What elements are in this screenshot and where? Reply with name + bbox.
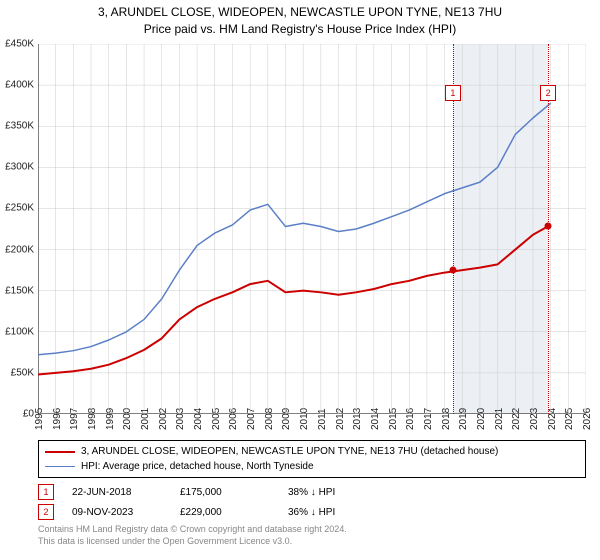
marker-row-1: 1 22-JUN-2018 £175,000 38% ↓ HPI	[38, 484, 586, 500]
ytick-label: £450K	[5, 39, 38, 50]
footer: Contains HM Land Registry data © Crown c…	[38, 524, 347, 547]
footer-line2: This data is licensed under the Open Gov…	[38, 536, 347, 548]
ytick-label: £150K	[5, 285, 38, 296]
title-line1: 3, ARUNDEL CLOSE, WIDEOPEN, NEWCASTLE UP…	[0, 4, 600, 21]
ytick-label: £50K	[11, 367, 38, 378]
marker-price: £229,000	[180, 507, 270, 518]
ytick-label: £200K	[5, 244, 38, 255]
series-hpi	[38, 103, 551, 355]
ytick-label: £250K	[5, 203, 38, 214]
chart-marker-badge: 2	[540, 85, 556, 101]
price-chart: £0£50K£100K£150K£200K£250K£300K£350K£400…	[38, 44, 586, 414]
sale-point-dot	[449, 267, 456, 274]
ytick-label: £400K	[5, 80, 38, 91]
legend-item-property: 3, ARUNDEL CLOSE, WIDEOPEN, NEWCASTLE UP…	[45, 444, 579, 459]
legend-swatch	[45, 466, 75, 467]
legend-item-hpi: HPI: Average price, detached house, Nort…	[45, 459, 579, 474]
marker-price: £175,000	[180, 487, 270, 498]
marker-date: 22-JUN-2018	[72, 487, 162, 498]
series-property	[38, 225, 551, 375]
marker-delta: 38% ↓ HPI	[288, 487, 378, 498]
chart-marker-badge: 1	[445, 85, 461, 101]
ytick-label: £350K	[5, 121, 38, 132]
ytick-label: £300K	[5, 162, 38, 173]
sale-point-dot	[545, 222, 552, 229]
title-line2: Price paid vs. HM Land Registry's House …	[0, 21, 600, 38]
marker-row-2: 2 09-NOV-2023 £229,000 36% ↓ HPI	[38, 504, 586, 520]
sale-markers: 1 22-JUN-2018 £175,000 38% ↓ HPI 2 09-NO…	[38, 480, 586, 524]
marker-delta: 36% ↓ HPI	[288, 507, 378, 518]
legend: 3, ARUNDEL CLOSE, WIDEOPEN, NEWCASTLE UP…	[38, 440, 586, 478]
ytick-label: £100K	[5, 326, 38, 337]
legend-label: 3, ARUNDEL CLOSE, WIDEOPEN, NEWCASTLE UP…	[81, 444, 498, 459]
marker-badge: 2	[38, 504, 54, 520]
legend-swatch	[45, 451, 75, 453]
marker-date: 09-NOV-2023	[72, 507, 162, 518]
footer-line1: Contains HM Land Registry data © Crown c…	[38, 524, 347, 536]
chart-svg	[38, 44, 586, 414]
legend-label: HPI: Average price, detached house, Nort…	[81, 459, 314, 474]
marker-badge: 1	[38, 484, 54, 500]
